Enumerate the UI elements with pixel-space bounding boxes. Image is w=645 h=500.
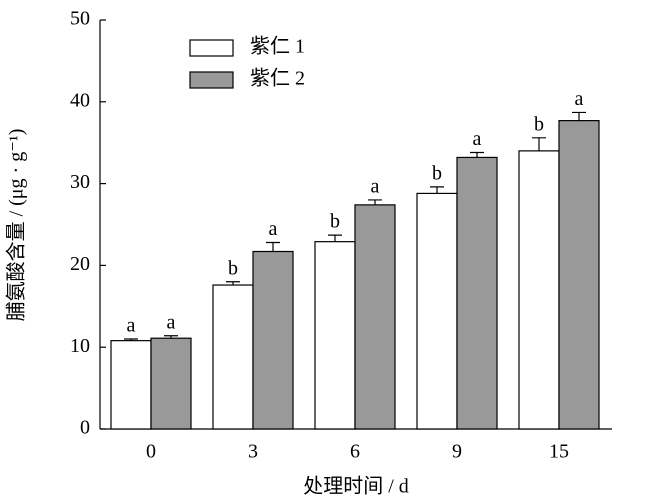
bar [252,250,294,430]
x-tick-label: 15 [549,441,569,463]
significance-label: a [167,311,176,333]
significance-label: b [330,211,340,233]
legend-swatch [189,39,234,57]
bar [212,284,254,430]
error-bar [572,111,586,121]
y-tick-label: 50 [70,8,90,30]
error-bar [266,241,280,252]
error-bar [328,234,342,242]
bar [150,337,192,430]
y-tick-label: 30 [70,171,90,193]
significance-label: b [432,162,442,184]
error-bar [368,199,382,205]
error-bar [164,335,178,339]
x-tick-label: 6 [350,441,360,463]
x-tick-label: 3 [248,441,258,463]
y-axis-label: 脯氨酸含量 / (μg · g⁻¹) [5,129,28,322]
bar [518,150,560,430]
significance-label: a [127,315,136,337]
error-bar [532,137,546,151]
x-tick-label: 0 [146,441,156,463]
significance-label: a [269,218,278,240]
bar [558,120,600,430]
bar [110,340,152,430]
x-tick-label: 9 [452,441,462,463]
significance-label: a [575,88,584,110]
significance-label: a [371,176,380,198]
legend-swatch [189,71,234,89]
error-bar [124,338,138,341]
significance-label: b [534,113,544,135]
y-tick-label: 40 [70,89,90,111]
y-tick-label: 10 [70,335,90,357]
y-tick-label: 0 [80,417,90,439]
significance-label: b [228,257,238,279]
significance-label: a [473,128,482,150]
y-tick-label: 20 [70,253,90,275]
legend-label: 紫仁 1 [250,35,305,58]
error-bar [226,281,240,286]
bar [456,156,498,430]
error-bar [470,151,484,158]
legend-label: 紫仁 2 [250,67,305,90]
x-axis-label: 处理时间 / d [303,475,409,498]
bar [314,241,356,430]
bar [354,204,396,430]
bar [416,192,458,430]
error-bar [430,186,444,194]
